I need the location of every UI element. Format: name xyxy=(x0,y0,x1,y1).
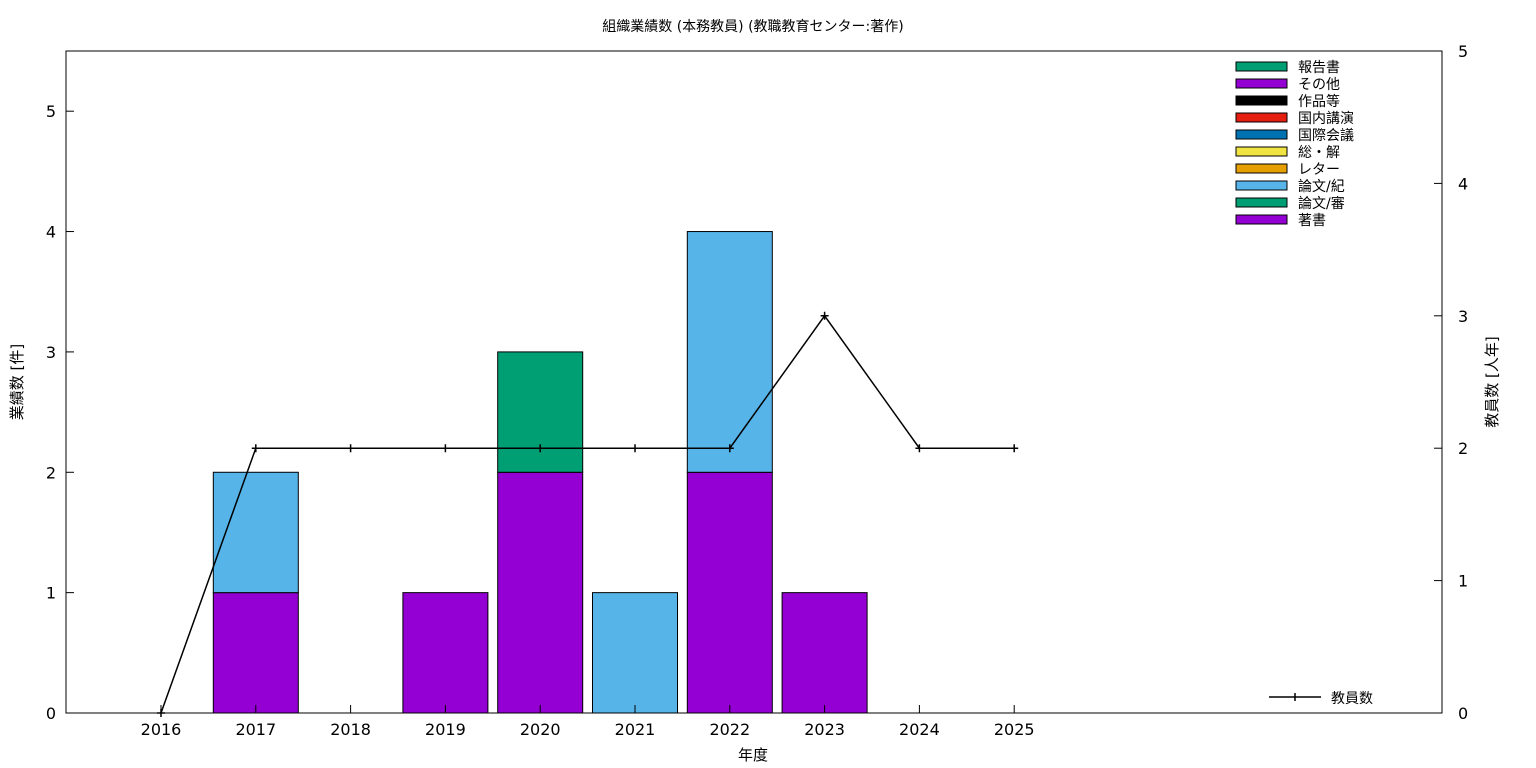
y2-axis-label: 教員数 [人年] xyxy=(1483,336,1501,427)
legend-label-国内講演: 国内講演 xyxy=(1298,111,1354,127)
line-point-2021 xyxy=(631,444,639,453)
y2-tick-label: 2 xyxy=(1458,439,1468,458)
line-point-2025 xyxy=(1010,444,1019,453)
x-tick-label: 2016 xyxy=(141,720,182,739)
line-point-2019 xyxy=(441,444,450,453)
bar-2020-著書 xyxy=(497,471,584,714)
bar-2021-論文/紀 xyxy=(592,592,678,714)
x-axis: 2016 2017 2018 2019 2020 2021 2022 2023 2024 2025 xyxy=(141,705,1035,739)
bar-2023-著書 xyxy=(781,592,868,714)
line-point-2022 xyxy=(725,444,734,453)
line-layer xyxy=(157,311,1019,717)
legend-swatch-国内講演 xyxy=(1235,112,1288,123)
legend-label-作品等: 作品等 xyxy=(1298,93,1340,110)
legend-swatch-論文/審 xyxy=(1235,197,1288,208)
x-tick-label: 2018 xyxy=(330,720,371,739)
legend-swatch-その他 xyxy=(1235,78,1288,89)
bar-2017-著書 xyxy=(212,592,299,714)
x-tick-label: 2025 xyxy=(994,720,1035,739)
bar-2020-論文/審 xyxy=(497,351,584,473)
y2-tick-label: 4 xyxy=(1458,174,1468,193)
legend-swatch-レター xyxy=(1235,163,1288,174)
y-tick-label: 5 xyxy=(46,102,56,121)
legend-label-総・解: 総・解 xyxy=(1298,145,1340,161)
line-legend: 教員数 xyxy=(1269,691,1373,707)
y2-tick-label: 0 xyxy=(1458,704,1468,723)
x-tick-label: 2017 xyxy=(235,720,276,739)
line-point-2017 xyxy=(251,444,260,453)
x-axis-label: 年度 xyxy=(738,746,768,764)
line-point-2024 xyxy=(915,444,924,453)
y2-tick-label: 3 xyxy=(1458,307,1468,326)
line-point-2020 xyxy=(536,444,545,453)
y2-axis: 0 1 2 3 4 5 xyxy=(1434,42,1468,723)
x-tick-label: 2023 xyxy=(804,720,845,739)
x-tick-label: 2022 xyxy=(709,720,750,739)
bar-2017-論文/紀 xyxy=(212,471,299,594)
line-point-2018 xyxy=(346,444,355,453)
y-tick-label: 0 xyxy=(46,704,56,723)
legend-swatch-報告書 xyxy=(1235,61,1288,72)
plot-frame xyxy=(65,50,1443,714)
y-tick-label: 4 xyxy=(46,223,56,242)
y-axis-label: 業績数 [件] xyxy=(8,344,26,420)
legend-label-著書: 著書 xyxy=(1298,213,1326,229)
y-tick-label: 1 xyxy=(46,584,56,603)
y-tick-label: 2 xyxy=(46,463,56,482)
chart-title: 組織業績数 (本務教員) (教職教育センター:著作) xyxy=(602,19,903,35)
legend-swatch-論文/紀 xyxy=(1235,180,1288,191)
line-point-2023 xyxy=(820,311,829,320)
legend-swatch-総・解 xyxy=(1235,146,1288,157)
x-tick-label: 2020 xyxy=(520,720,561,739)
legend-swatch-著書 xyxy=(1235,214,1288,225)
legend-label-報告書: 報告書 xyxy=(1298,60,1340,76)
bar-2019-著書 xyxy=(402,592,489,714)
legend-label-国際会議: 国際会議 xyxy=(1298,127,1354,144)
legend-label-line: 教員数 xyxy=(1331,691,1373,707)
legend-swatch-国際会議 xyxy=(1235,129,1288,140)
y-axis: 0 1 2 3 4 5 xyxy=(46,102,74,723)
y2-tick-label: 1 xyxy=(1458,572,1468,591)
x-tick-label: 2019 xyxy=(425,720,466,739)
bar-2022-著書 xyxy=(686,471,773,714)
legend-label-レター: レター xyxy=(1298,162,1340,178)
legend-label-論文/紀: 論文/紀 xyxy=(1298,179,1345,195)
y2-tick-label: 5 xyxy=(1458,42,1468,61)
bars-layer xyxy=(212,231,868,714)
x-tick-label: 2021 xyxy=(615,720,656,739)
legend-swatch-作品等 xyxy=(1235,95,1288,106)
legend-label-論文/審: 論文/審 xyxy=(1298,196,1345,212)
bar-2022-論文/紀 xyxy=(686,231,773,473)
legend-label-その他: その他 xyxy=(1298,77,1340,93)
x-tick-label: 2024 xyxy=(899,720,940,739)
line-series-教員数 xyxy=(160,314,1015,714)
y-tick-label: 3 xyxy=(46,343,56,362)
